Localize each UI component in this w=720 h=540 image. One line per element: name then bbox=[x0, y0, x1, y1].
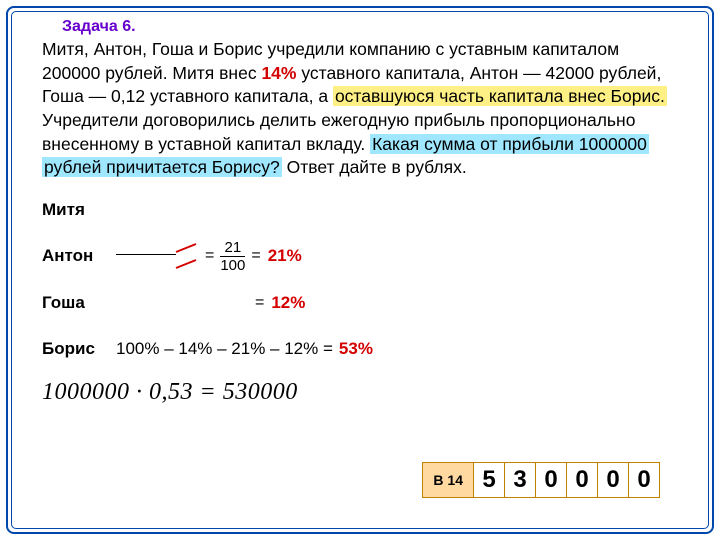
answer-digits: 5 3 0 0 0 0 bbox=[474, 462, 660, 498]
row-gosha: Гоша = 12% bbox=[42, 287, 678, 319]
answer-digit: 0 bbox=[566, 463, 597, 497]
gosha-result: 12% bbox=[271, 293, 305, 313]
answer-digit: 3 bbox=[504, 463, 535, 497]
boris-expr: 100% – 14% – 21% – 12% = bbox=[116, 339, 333, 359]
name-gosha: Гоша bbox=[42, 293, 112, 313]
fraction-bar-icon bbox=[116, 254, 176, 255]
row-boris: Борис 100% – 14% – 21% – 12% = 53% bbox=[42, 333, 678, 365]
anton-result: 21% bbox=[268, 246, 302, 266]
slide: Задача 6. Митя, Антон, Гоша и Борис учре… bbox=[0, 0, 720, 540]
boris-result: 53% bbox=[339, 339, 373, 359]
row-mitya: Митя bbox=[42, 194, 678, 226]
fraction-num: 21 bbox=[225, 240, 242, 256]
name-mitya: Митя bbox=[42, 200, 112, 220]
work-area: Митя Антон = 21 100 = 21% bbox=[42, 194, 678, 406]
fraction-21-100: 21 100 bbox=[220, 240, 245, 273]
fraction-den: 100 bbox=[220, 256, 245, 273]
equals-sign: = bbox=[251, 247, 260, 265]
strike-marks-icon bbox=[174, 242, 198, 270]
content-frame: Задача 6. Митя, Антон, Гоша и Борис учре… bbox=[11, 11, 709, 529]
answer-label: В 14 bbox=[422, 462, 474, 498]
text-part: Ответ дайте в рублях. bbox=[282, 157, 467, 177]
highlight-yellow: оставшуюся часть капитала внес Борис. bbox=[333, 86, 667, 106]
task-label: Задача 6. bbox=[62, 18, 678, 36]
equals-sign: = bbox=[255, 294, 264, 312]
answer-digit: 0 bbox=[535, 463, 566, 497]
answer-box: В 14 5 3 0 0 0 0 bbox=[422, 462, 660, 498]
answer-digit: 0 bbox=[628, 463, 659, 497]
equals-sign: = bbox=[205, 247, 214, 265]
formula: 1000000 · 0,53 = 530000 bbox=[42, 379, 678, 406]
answer-digit: 5 bbox=[474, 463, 504, 497]
answer-digit: 0 bbox=[597, 463, 628, 497]
percent-14: 14% bbox=[261, 63, 296, 83]
problem-text: Митя, Антон, Гоша и Борис учредили компа… bbox=[42, 38, 678, 180]
name-anton: Антон bbox=[42, 246, 112, 266]
row-anton: Антон = 21 100 = 21% bbox=[42, 240, 678, 273]
name-boris: Борис bbox=[42, 339, 112, 359]
